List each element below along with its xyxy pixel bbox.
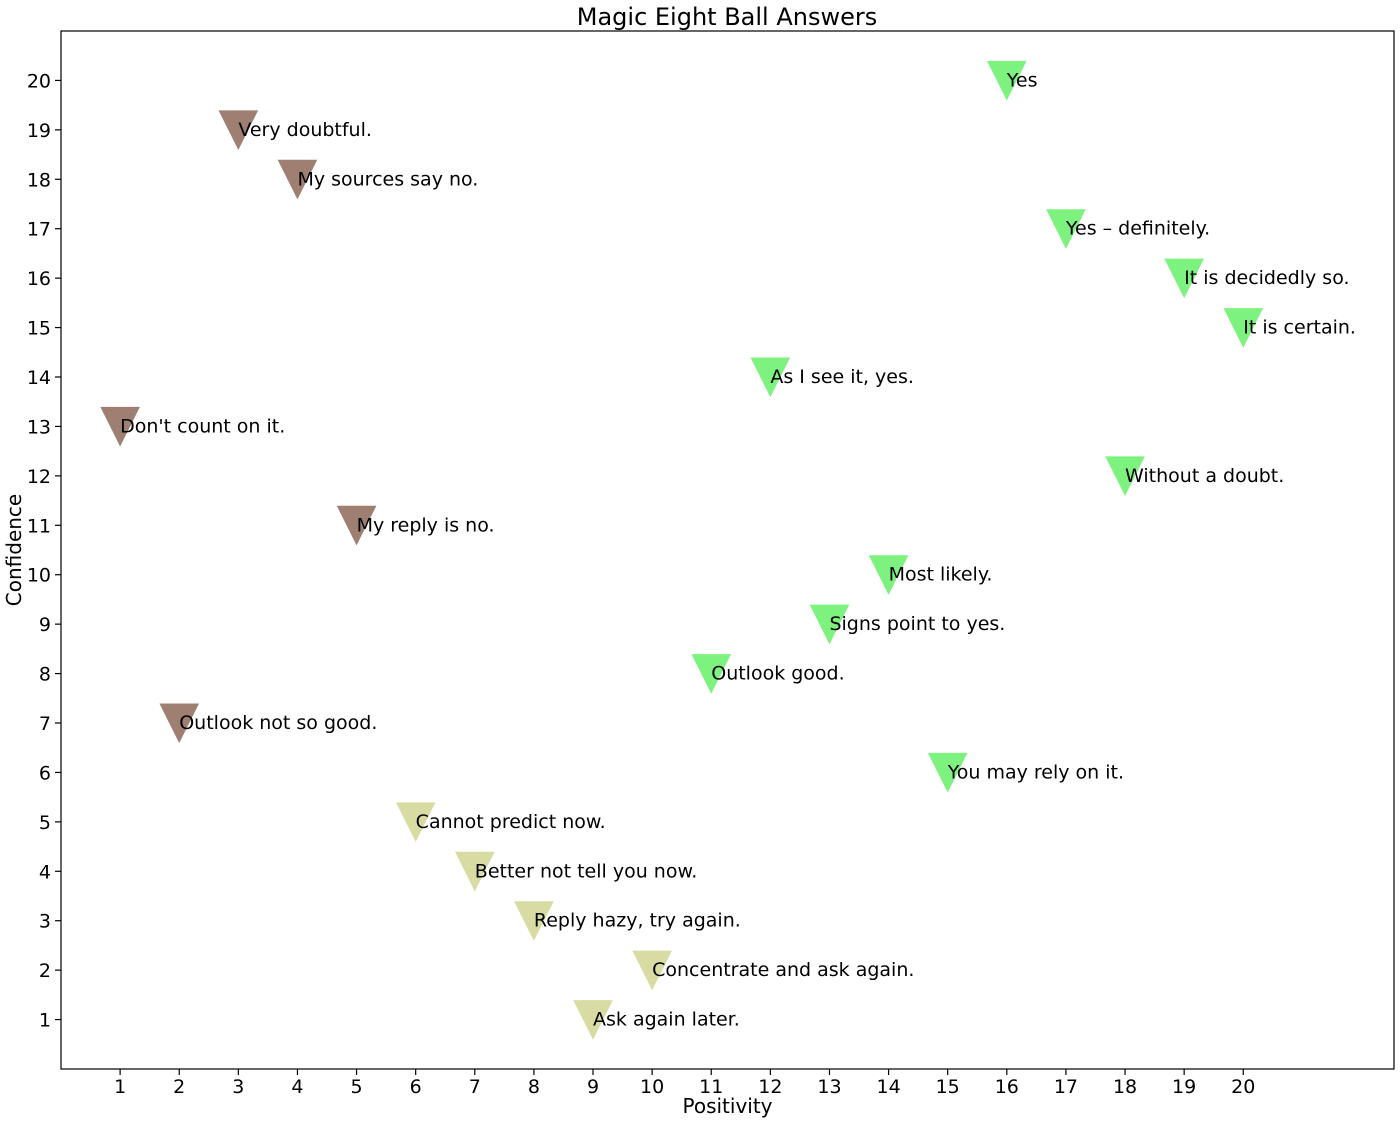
y-tick-label: 8 <box>39 664 51 686</box>
y-tick-label: 11 <box>27 515 51 537</box>
x-tick-label: 4 <box>291 1076 303 1098</box>
x-tick-label: 17 <box>1054 1076 1078 1098</box>
point-label: It is certain. <box>1243 317 1356 339</box>
x-axis-ticks: 1 2 3 4 5 6 7 8 9 10 11 12 13 14 15 16 17 18 19 20 <box>114 1069 1255 1098</box>
point-marker <box>868 555 909 595</box>
y-axis-label: Confidence <box>2 494 26 606</box>
point-marker <box>1223 308 1264 348</box>
point-label: It is decidedly so. <box>1184 267 1349 289</box>
point-label: As I see it, yes. <box>770 366 914 388</box>
point-label: Very doubtful. <box>238 119 372 141</box>
x-tick-label: 2 <box>173 1076 185 1098</box>
x-tick-label: 8 <box>528 1076 540 1098</box>
x-tick-label: 20 <box>1231 1076 1255 1098</box>
point-label: Signs point to yes. <box>829 613 1005 635</box>
x-tick-label: 13 <box>817 1076 841 1098</box>
point-marker <box>395 802 436 842</box>
point-marker <box>632 950 672 991</box>
x-tick-label: 10 <box>640 1076 664 1098</box>
x-axis-label: Positivity <box>682 1094 772 1118</box>
point-marker <box>750 357 791 398</box>
point-label: Most likely. <box>889 564 993 586</box>
point-label: You may rely on it. <box>947 761 1124 783</box>
y-tick-label: 3 <box>39 911 51 933</box>
x-tick-label: 7 <box>469 1076 481 1098</box>
point-label: Ask again later. <box>593 1009 740 1031</box>
point-marker <box>1164 258 1204 299</box>
point-label: Yes – definitely. <box>1065 218 1210 240</box>
y-tick-label: 2 <box>39 960 51 982</box>
y-tick-label: 1 <box>39 1010 51 1032</box>
point-label: My reply is no. <box>357 514 495 536</box>
point-label: My sources say no. <box>297 168 478 190</box>
y-tick-label: 6 <box>39 762 51 784</box>
point-marker <box>277 159 318 200</box>
point-label: Yes <box>1006 69 1038 91</box>
x-tick-label: 15 <box>936 1076 960 1098</box>
y-tick-label: 16 <box>27 268 51 290</box>
x-tick-label: 11 <box>699 1076 723 1098</box>
point-label: Cannot predict now. <box>416 811 606 833</box>
point-label: Better not tell you now. <box>475 860 698 882</box>
point-marker <box>1105 456 1145 496</box>
point-marker <box>454 851 495 892</box>
point-marker <box>987 60 1027 101</box>
point-marker <box>159 703 200 744</box>
point-marker <box>336 505 377 546</box>
point-marker <box>573 1000 613 1040</box>
point-label: Outlook not so good. <box>179 712 377 734</box>
y-tick-label: 13 <box>27 416 51 438</box>
x-tick-label: 3 <box>232 1076 244 1098</box>
x-tick-label: 5 <box>351 1076 363 1098</box>
point-marker <box>514 901 554 941</box>
y-tick-label: 9 <box>39 614 51 636</box>
point-marker <box>927 752 968 793</box>
y-tick-label: 18 <box>27 169 51 191</box>
y-tick-label: 4 <box>39 861 51 883</box>
x-tick-label: 9 <box>587 1076 599 1098</box>
chart-title: Magic Eight Ball Answers <box>577 3 878 31</box>
point-marker <box>691 654 732 694</box>
point-label: Concentrate and ask again. <box>652 959 914 981</box>
y-tick-label: 19 <box>27 120 51 142</box>
y-tick-label: 10 <box>27 565 51 587</box>
point-label: Reply hazy, try again. <box>534 910 741 932</box>
point-label: Without a doubt. <box>1125 465 1284 487</box>
point-marker <box>100 406 140 447</box>
x-tick-label: 19 <box>1172 1076 1196 1098</box>
x-tick-label: 18 <box>1113 1076 1137 1098</box>
plot-area: Yes Very doubtful. My sources say no. Yes –… <box>100 60 1356 1040</box>
point-marker <box>1046 209 1086 249</box>
y-tick-label: 15 <box>27 318 51 340</box>
y-tick-label: 5 <box>39 812 51 834</box>
y-tick-label: 12 <box>27 466 51 488</box>
x-tick-label: 14 <box>876 1076 900 1098</box>
y-tick-label: 7 <box>39 713 51 735</box>
x-tick-label: 12 <box>758 1076 782 1098</box>
x-tick-label: 16 <box>995 1076 1019 1098</box>
point-label: Don't count on it. <box>120 415 285 437</box>
y-tick-label: 14 <box>27 367 51 389</box>
y-tick-label: 20 <box>27 70 51 92</box>
point-marker <box>218 110 259 150</box>
point-marker <box>809 604 850 645</box>
x-tick-label: 1 <box>114 1076 126 1098</box>
plot-frame <box>60 30 1395 1070</box>
point-label: Outlook good. <box>711 663 844 685</box>
x-tick-label: 6 <box>410 1076 422 1098</box>
y-tick-label: 17 <box>27 219 51 241</box>
